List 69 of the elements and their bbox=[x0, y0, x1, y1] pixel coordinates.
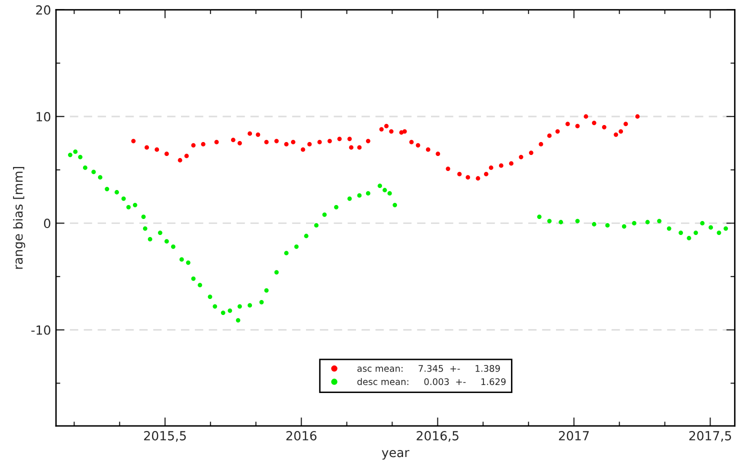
point bbox=[389, 129, 394, 134]
point bbox=[384, 124, 389, 128]
point bbox=[484, 172, 488, 176]
point bbox=[555, 129, 560, 134]
point bbox=[347, 136, 352, 142]
point bbox=[144, 145, 149, 150]
point bbox=[184, 154, 189, 158]
y-tick-label: 10 bbox=[36, 112, 50, 122]
point bbox=[214, 140, 219, 144]
point bbox=[248, 131, 252, 136]
point bbox=[231, 138, 236, 142]
point bbox=[409, 140, 414, 144]
point bbox=[154, 147, 160, 152]
point bbox=[509, 161, 514, 166]
point bbox=[618, 129, 624, 134]
point bbox=[317, 140, 322, 144]
point bbox=[307, 142, 312, 146]
point bbox=[436, 152, 440, 156]
point bbox=[379, 127, 384, 132]
point bbox=[274, 138, 279, 144]
point bbox=[264, 140, 269, 144]
point bbox=[498, 163, 504, 168]
point bbox=[164, 152, 169, 156]
point bbox=[466, 175, 470, 180]
point bbox=[518, 154, 524, 160]
point bbox=[238, 140, 242, 146]
point bbox=[488, 166, 494, 170]
point bbox=[290, 140, 296, 144]
point bbox=[624, 122, 628, 126]
point bbox=[602, 124, 606, 130]
y-tick-label: 20 bbox=[36, 5, 50, 15]
y-tick-label: 0 bbox=[44, 218, 50, 228]
y-axis-title: range bias [mm] bbox=[13, 166, 26, 269]
y-tick-label: -10 bbox=[31, 325, 50, 335]
point bbox=[201, 142, 206, 146]
point bbox=[476, 176, 480, 181]
point bbox=[357, 145, 362, 150]
legend-label: desc mean: 0.003 +- 1.629 bbox=[357, 378, 506, 386]
x-tick-label: 2017 bbox=[558, 430, 589, 440]
point bbox=[614, 132, 618, 137]
point bbox=[426, 147, 430, 152]
x-tick-label: 2016,5 bbox=[416, 430, 458, 442]
point bbox=[584, 114, 588, 119]
x-tick-label: 2017,5 bbox=[689, 430, 732, 442]
point bbox=[178, 158, 182, 162]
point bbox=[349, 145, 354, 150]
point bbox=[337, 136, 342, 142]
point bbox=[416, 143, 420, 148]
point bbox=[565, 122, 570, 126]
point bbox=[446, 166, 450, 171]
point bbox=[547, 134, 552, 138]
point bbox=[366, 138, 370, 144]
point bbox=[300, 147, 306, 152]
point bbox=[575, 124, 580, 128]
point bbox=[131, 138, 136, 144]
point bbox=[256, 132, 260, 137]
point bbox=[284, 142, 289, 146]
legend-label: asc mean: 7.345 +- 1.389 bbox=[357, 365, 500, 372]
point bbox=[457, 172, 462, 176]
x-axis-title: year bbox=[382, 450, 410, 460]
point bbox=[635, 114, 640, 119]
point bbox=[191, 143, 196, 148]
point bbox=[328, 138, 332, 144]
x-tick-label: 2015,5 bbox=[144, 430, 186, 442]
point bbox=[592, 120, 596, 126]
point bbox=[538, 142, 544, 146]
point bbox=[402, 129, 407, 134]
point bbox=[528, 150, 534, 155]
x-tick-label: 2016 bbox=[286, 430, 316, 440]
